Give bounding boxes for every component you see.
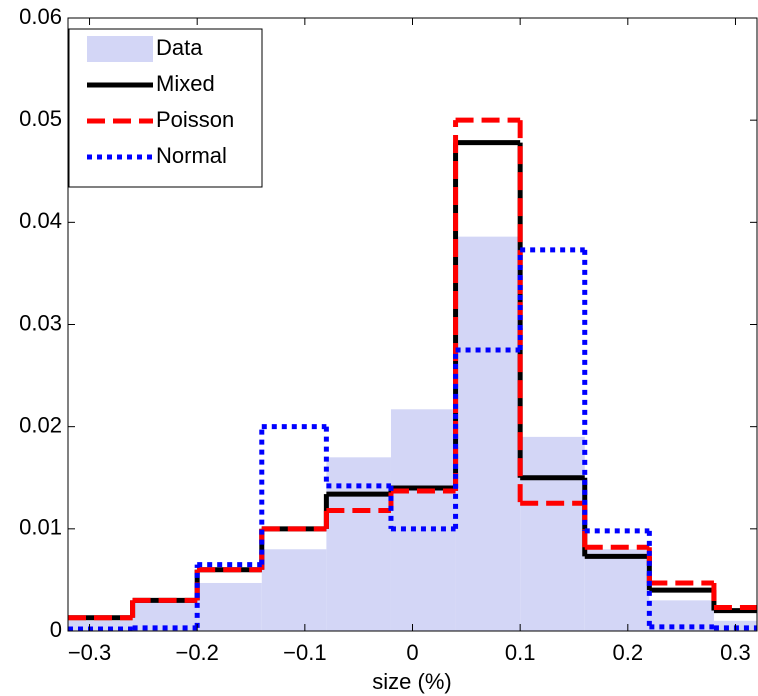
x-tick-label: 0.2	[613, 640, 644, 665]
plot-area	[68, 117, 757, 631]
legend-swatch	[87, 36, 153, 62]
y-tick-label: 0.06	[19, 4, 62, 29]
x-tick-label: −0.3	[68, 640, 111, 665]
x-tick-label: 0	[406, 640, 418, 665]
legend-label: Data	[156, 35, 203, 60]
histogram-bar	[197, 582, 262, 631]
histogram-bar	[455, 236, 521, 631]
y-tick-label: 0.02	[19, 412, 62, 437]
histogram-bar	[390, 409, 456, 631]
histogram-bar	[584, 549, 650, 631]
y-tick-label: 0	[50, 617, 62, 642]
histogram-bar	[261, 549, 327, 631]
x-tick-label: 0.3	[720, 640, 751, 665]
x-tick-label: −0.2	[175, 640, 218, 665]
histogram-bar	[520, 436, 585, 631]
x-tick-label: −0.1	[283, 640, 326, 665]
legend-label: Poisson	[156, 107, 234, 132]
y-tick-label: 0.04	[19, 208, 62, 233]
histogram-bar	[68, 620, 133, 631]
y-tick-label: 0.05	[19, 106, 62, 131]
y-tick-label: 0.03	[19, 310, 62, 335]
histogram-bar	[326, 457, 391, 631]
y-tick-label: 0.01	[19, 515, 62, 540]
legend-label: Mixed	[156, 71, 215, 96]
x-axis-label: size (%)	[372, 669, 451, 694]
legend-label: Normal	[156, 143, 227, 168]
x-tick-label: 0.1	[505, 640, 536, 665]
